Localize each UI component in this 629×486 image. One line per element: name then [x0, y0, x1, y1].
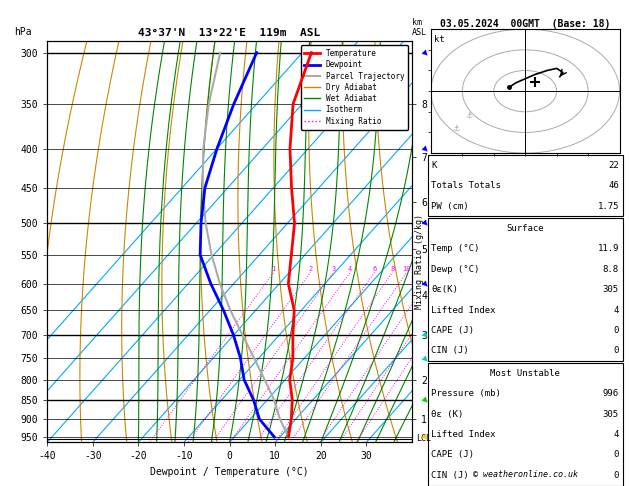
- Text: θε (K): θε (K): [431, 410, 464, 418]
- Text: hPa: hPa: [14, 27, 32, 37]
- Text: 2: 2: [308, 266, 313, 273]
- Text: 46: 46: [608, 181, 619, 190]
- Text: kt: kt: [434, 35, 445, 44]
- Text: 10: 10: [403, 266, 411, 273]
- Text: 1: 1: [272, 266, 276, 273]
- Legend: Temperature, Dewpoint, Parcel Trajectory, Dry Adiabat, Wet Adiabat, Isotherm, Mi: Temperature, Dewpoint, Parcel Trajectory…: [301, 45, 408, 129]
- Text: CAPE (J): CAPE (J): [431, 326, 474, 335]
- Text: 0: 0: [613, 326, 619, 335]
- Text: 11.9: 11.9: [598, 244, 619, 253]
- Text: ⚓: ⚓: [452, 124, 460, 133]
- Text: Most Unstable: Most Unstable: [490, 369, 560, 378]
- Text: CIN (J): CIN (J): [431, 471, 469, 480]
- Text: ▶: ▶: [420, 330, 431, 341]
- Text: Lifted Index: Lifted Index: [431, 430, 496, 439]
- Text: ▶: ▶: [420, 352, 431, 364]
- Text: CIN (J): CIN (J): [431, 347, 469, 355]
- Text: © weatheronline.co.uk: © weatheronline.co.uk: [473, 469, 577, 479]
- Text: 0: 0: [613, 471, 619, 480]
- Text: 305: 305: [603, 410, 619, 418]
- Text: 0: 0: [613, 347, 619, 355]
- Text: ▶: ▶: [420, 143, 431, 154]
- Text: Lifted Index: Lifted Index: [431, 306, 496, 314]
- Text: 4: 4: [613, 430, 619, 439]
- Text: 22: 22: [608, 161, 619, 170]
- Text: ▶: ▶: [420, 432, 431, 443]
- Text: 8: 8: [390, 266, 394, 273]
- Text: 3: 3: [331, 266, 335, 273]
- Text: 996: 996: [603, 389, 619, 398]
- Text: 305: 305: [603, 285, 619, 294]
- Text: 4: 4: [613, 306, 619, 314]
- Text: ▶: ▶: [420, 394, 431, 405]
- X-axis label: Dewpoint / Temperature (°C): Dewpoint / Temperature (°C): [150, 467, 309, 477]
- Text: K: K: [431, 161, 437, 170]
- Title: 43°37'N  13°22'E  119m  ASL: 43°37'N 13°22'E 119m ASL: [138, 28, 321, 38]
- Text: 6: 6: [372, 266, 377, 273]
- Text: Temp (°C): Temp (°C): [431, 244, 480, 253]
- Text: Surface: Surface: [506, 224, 544, 233]
- Text: 03.05.2024  00GMT  (Base: 18): 03.05.2024 00GMT (Base: 18): [440, 19, 610, 30]
- Text: 1.75: 1.75: [598, 202, 619, 210]
- Text: Pressure (mb): Pressure (mb): [431, 389, 501, 398]
- Text: Mixing Ratio (g/kg): Mixing Ratio (g/kg): [415, 214, 424, 309]
- Text: 0: 0: [613, 451, 619, 459]
- Text: 8.8: 8.8: [603, 265, 619, 274]
- Text: km
ASL: km ASL: [412, 18, 427, 37]
- Text: θε(K): θε(K): [431, 285, 459, 294]
- Text: ⚓: ⚓: [465, 111, 472, 121]
- Text: ▶: ▶: [420, 278, 431, 289]
- Text: LCL: LCL: [416, 434, 431, 443]
- Text: ▶: ▶: [420, 47, 431, 58]
- Text: ▶: ▶: [420, 217, 431, 228]
- Text: CAPE (J): CAPE (J): [431, 451, 474, 459]
- Text: 4: 4: [348, 266, 352, 273]
- Text: Dewp (°C): Dewp (°C): [431, 265, 480, 274]
- Text: Totals Totals: Totals Totals: [431, 181, 501, 190]
- Text: PW (cm): PW (cm): [431, 202, 469, 210]
